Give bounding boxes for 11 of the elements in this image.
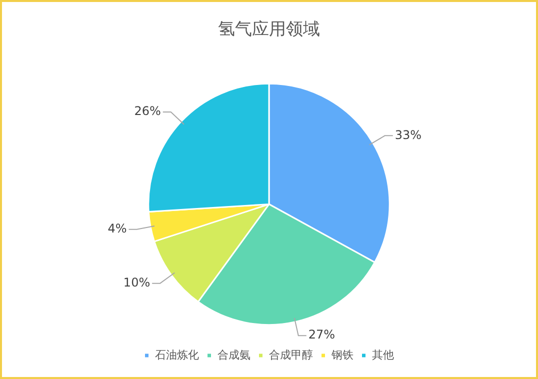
- data-label: 4%: [108, 222, 127, 236]
- data-label: 26%: [134, 104, 161, 118]
- chart-title: 氢气应用领域: [218, 20, 320, 40]
- legend-label: 钢铁: [330, 348, 354, 362]
- data-label: 10%: [123, 275, 150, 290]
- legend-label: 其他: [372, 348, 394, 362]
- data-label: 27%: [308, 328, 336, 342]
- legend-label: 石油炼化: [154, 348, 199, 362]
- data-label: 33%: [394, 128, 422, 142]
- legend-label: 合成氨: [217, 348, 250, 362]
- legend-label: 合成甲醇: [268, 348, 313, 362]
